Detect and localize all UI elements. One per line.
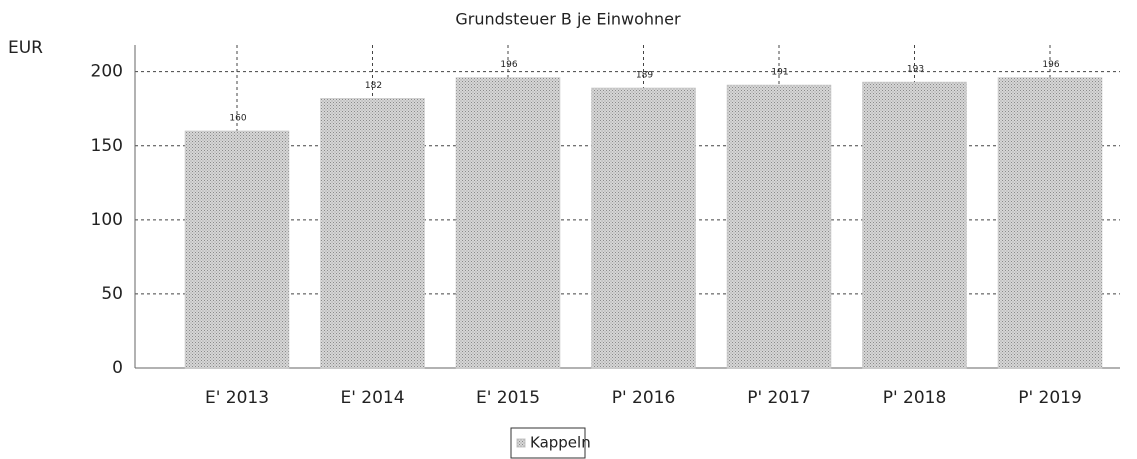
x-tick-label: P' 2017	[747, 388, 811, 408]
legend-swatch	[516, 438, 526, 448]
y-tick-label: 150	[91, 136, 123, 156]
bar	[455, 77, 561, 369]
chart-title: Grundsteuer B je Einwohner	[455, 10, 681, 29]
value-label: 193	[907, 65, 924, 75]
y-tick-label: 200	[91, 62, 123, 82]
y-tick-label: 100	[91, 210, 123, 230]
bar	[591, 87, 696, 369]
value-label: 196	[1042, 60, 1059, 70]
bar	[862, 81, 967, 369]
y-tick-label: 0	[112, 358, 123, 378]
value-label: 191	[771, 68, 788, 78]
x-tick-label: P' 2019	[1018, 388, 1082, 408]
x-tick-label: P' 2018	[883, 388, 947, 408]
value-label: 182	[365, 81, 382, 91]
x-tick-label: E' 2013	[205, 388, 269, 408]
value-label: 189	[636, 70, 653, 80]
legend-label: Kappeln	[530, 434, 591, 452]
bar	[726, 84, 832, 369]
x-tick-label: P' 2016	[612, 388, 676, 408]
value-label: 196	[500, 60, 517, 70]
bar	[320, 98, 425, 369]
y-tick-label: 50	[101, 284, 123, 304]
value-label: 160	[229, 113, 246, 123]
y-axis-label: EUR	[8, 38, 43, 58]
x-tick-label: E' 2015	[476, 388, 540, 408]
x-tick-label: E' 2014	[340, 388, 404, 408]
bar	[997, 77, 1103, 369]
bar	[184, 130, 290, 369]
